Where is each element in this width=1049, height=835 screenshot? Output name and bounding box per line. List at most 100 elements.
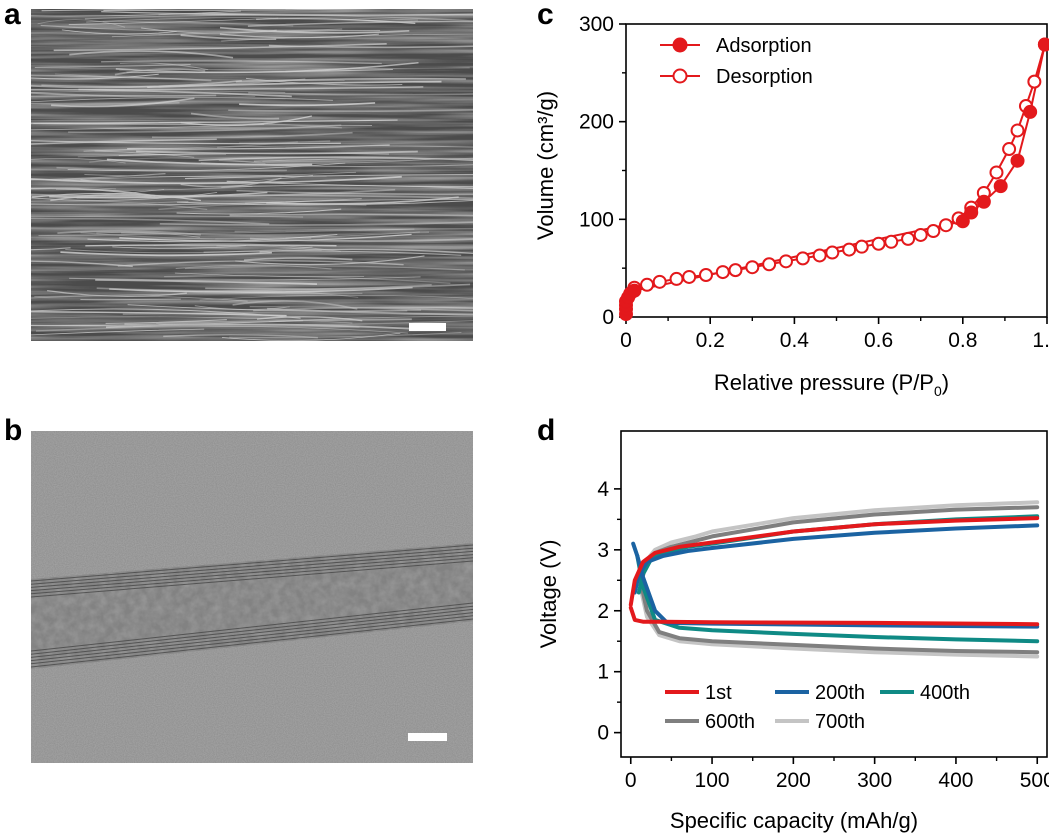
desorption-point bbox=[825, 245, 840, 260]
tube-wall-upper bbox=[31, 547, 473, 585]
sem-fibre bbox=[159, 221, 473, 226]
legend-label: 1st bbox=[705, 682, 732, 704]
x-tick-label: 0.2 bbox=[696, 329, 725, 352]
sem-fibre bbox=[31, 138, 217, 145]
tube-wall-upper bbox=[31, 550, 473, 588]
scale-bar-a bbox=[409, 323, 446, 331]
y-tick-label: 2 bbox=[597, 600, 609, 623]
desorption-point bbox=[795, 251, 810, 266]
sem-fibre bbox=[31, 260, 133, 268]
sem-fibre bbox=[68, 17, 279, 25]
sem-fibre bbox=[199, 294, 473, 301]
sem-fibre bbox=[248, 91, 473, 96]
sem-fibre bbox=[96, 283, 432, 292]
isotherm-x-axis-label: Relative pressure (P/P0) bbox=[714, 370, 949, 399]
desorption-point bbox=[698, 268, 713, 283]
panel-label-d: d bbox=[537, 414, 556, 447]
sem-fibre bbox=[31, 316, 353, 324]
sem-fibre bbox=[94, 150, 195, 158]
sem-fibre bbox=[31, 86, 424, 91]
tem-micrograph-icon bbox=[31, 431, 473, 763]
sem-fibre bbox=[221, 332, 401, 341]
desorption-point bbox=[854, 239, 869, 254]
sem-fibre bbox=[228, 109, 473, 112]
sem-fibre bbox=[239, 102, 376, 107]
desorption-point bbox=[989, 165, 1004, 180]
sem-fibre bbox=[232, 300, 358, 310]
sem-fibre bbox=[50, 194, 152, 202]
legend-label: 400th bbox=[920, 682, 970, 704]
sem-fibre bbox=[31, 119, 398, 124]
adsorption-point bbox=[1023, 104, 1038, 119]
sem-fibre bbox=[127, 304, 408, 312]
isotherm-y-axis-label: Volume (cm³/g) bbox=[533, 91, 558, 240]
sem-fibre bbox=[103, 9, 390, 12]
sem-fibre bbox=[31, 198, 362, 206]
sem-fibre bbox=[31, 74, 212, 82]
y-tick-label: 100 bbox=[579, 208, 614, 231]
panel-label-a: a bbox=[4, 0, 21, 31]
sem-fibre bbox=[31, 79, 242, 89]
desorption-point bbox=[871, 236, 886, 251]
sem-fibre bbox=[219, 33, 379, 39]
sem-fibre bbox=[216, 245, 322, 251]
y-tick-label: 3 bbox=[597, 539, 609, 562]
sem-fibre bbox=[31, 328, 205, 336]
sem-fibre bbox=[204, 290, 359, 298]
sem-fibre bbox=[105, 323, 412, 330]
sem-fibre bbox=[249, 305, 473, 312]
sem-fibre bbox=[256, 316, 363, 322]
sem-fibre bbox=[176, 208, 342, 215]
desorption-point bbox=[652, 274, 667, 289]
sem-fibre bbox=[87, 234, 338, 243]
sem-fibre bbox=[215, 231, 420, 240]
y-tick-label: 300 bbox=[579, 13, 614, 36]
sem-fibre bbox=[96, 231, 200, 238]
y-tick-label: 200 bbox=[579, 111, 614, 134]
sem-fibre bbox=[190, 112, 280, 120]
voltage-y-axis-label: Voltage (V) bbox=[536, 540, 561, 649]
desorption-point bbox=[715, 265, 730, 280]
sem-fibre bbox=[86, 16, 418, 23]
desorption-point bbox=[1010, 123, 1025, 138]
sem-fibre bbox=[163, 333, 318, 339]
legend-filled-marker bbox=[672, 37, 688, 53]
adsorption-point bbox=[1010, 153, 1025, 168]
sem-fibre bbox=[147, 80, 442, 89]
sem-fibre bbox=[80, 174, 314, 184]
x-tick-label: 0.8 bbox=[948, 329, 977, 352]
tube-wall-lower bbox=[31, 602, 473, 652]
tube-wall-upper bbox=[31, 560, 473, 598]
tube-wall-lower bbox=[31, 615, 473, 665]
x-tick-label: 200 bbox=[776, 769, 811, 792]
tube-wall-lower bbox=[31, 612, 473, 662]
sem-fibre bbox=[267, 307, 473, 316]
sem-fibre bbox=[268, 44, 473, 49]
sem-fibre bbox=[31, 10, 242, 17]
y-tick-label: 4 bbox=[597, 478, 609, 501]
sem-fibre bbox=[95, 279, 318, 285]
sem-fibre bbox=[69, 50, 234, 59]
sem-fibre bbox=[205, 283, 471, 290]
sem-fibre bbox=[31, 173, 166, 181]
sem-fibre bbox=[136, 150, 418, 155]
adsorption-point bbox=[993, 179, 1008, 194]
sem-fibre bbox=[31, 189, 165, 197]
sem-fibre bbox=[119, 233, 412, 242]
x-tick-label: 0 bbox=[625, 769, 637, 792]
sem-fibre bbox=[35, 325, 360, 332]
sem-fibre bbox=[236, 189, 473, 196]
sem-micrograph bbox=[31, 9, 473, 341]
sem-fibre bbox=[203, 250, 462, 256]
desorption-point bbox=[778, 254, 793, 269]
sem-fibre bbox=[78, 88, 292, 98]
adsorption-point bbox=[1037, 37, 1049, 52]
sem-fibre bbox=[180, 34, 277, 41]
sem-fibre bbox=[31, 310, 287, 317]
sem-fibre bbox=[111, 30, 381, 38]
sem-fibre bbox=[235, 255, 425, 266]
sem-fibre bbox=[268, 315, 473, 322]
sem-fibre bbox=[229, 213, 473, 217]
sem-fibre bbox=[31, 95, 256, 97]
sem-fibre bbox=[119, 62, 209, 71]
